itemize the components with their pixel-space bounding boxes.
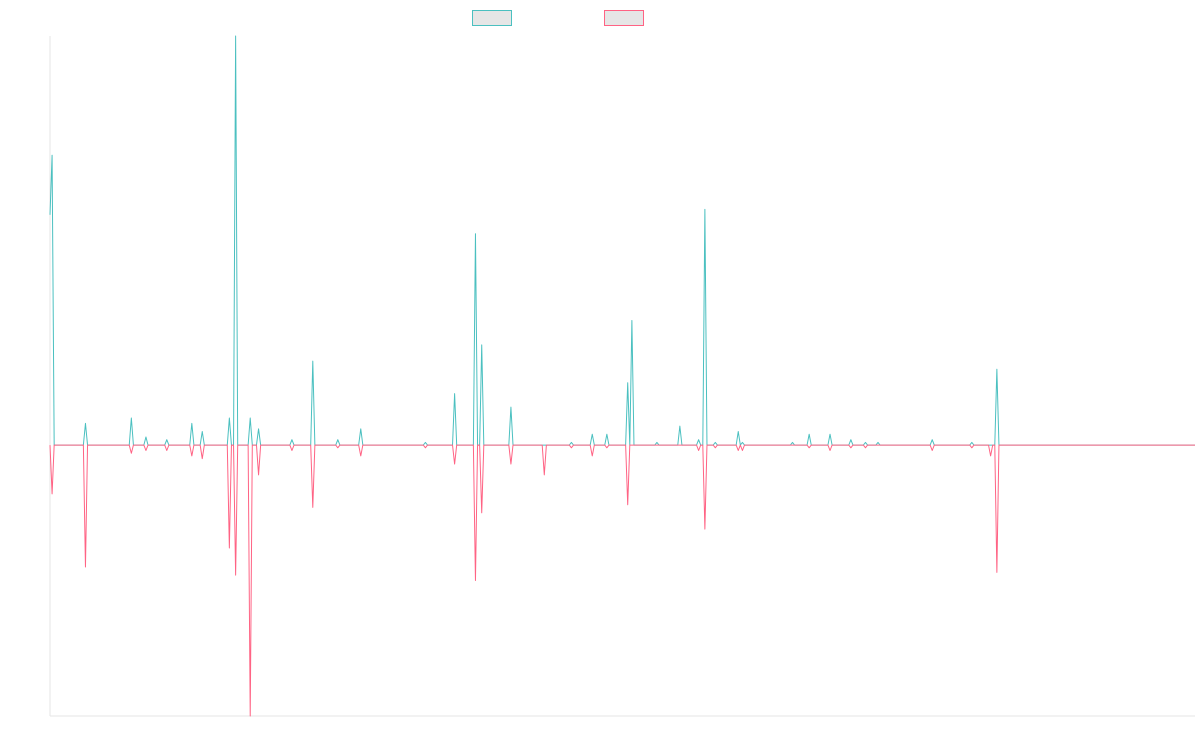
legend-swatch-series-1 xyxy=(472,9,512,26)
legend-swatch-series-2 xyxy=(604,9,644,26)
legend-item-series-1[interactable] xyxy=(472,9,518,26)
chart-series-layer xyxy=(49,35,1195,717)
series-line-1 xyxy=(49,35,1195,446)
series-line-2 xyxy=(49,444,1195,717)
chart-axes xyxy=(49,36,1195,717)
legend-item-series-2[interactable] xyxy=(604,9,650,26)
chart-legend xyxy=(0,0,1200,34)
